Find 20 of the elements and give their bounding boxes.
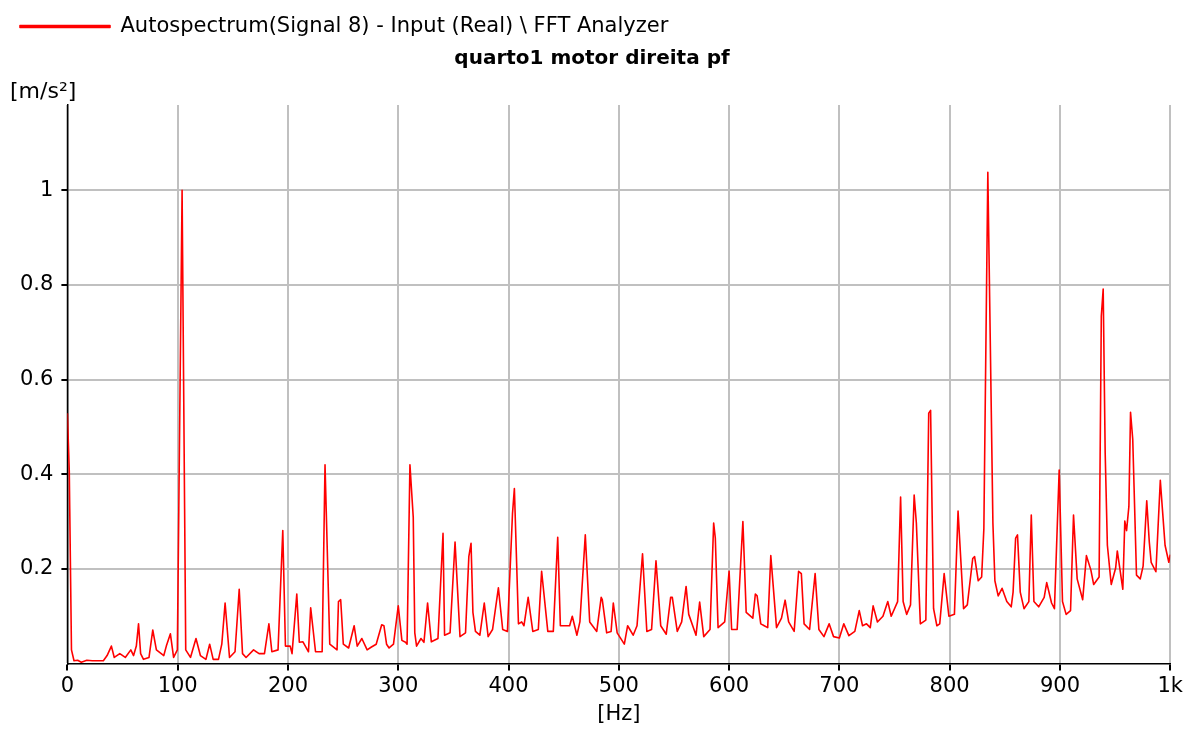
- x-tick-label: 700: [819, 672, 860, 697]
- x-tick-label: 900: [1039, 672, 1080, 697]
- legend-label: Autospectrum(Signal 8) - Input (Real) \ FFT Analyzer: [120, 12, 669, 37]
- y-tick-label: 0.4: [19, 460, 54, 485]
- x-tick-label: 200: [267, 672, 309, 697]
- x-tick-label: 300: [378, 672, 419, 697]
- y-tick-label: 0.8: [19, 271, 54, 296]
- x-tick-label: 800: [929, 672, 970, 697]
- x-tick-label: 500: [598, 672, 639, 697]
- y-tick-label: 1: [40, 176, 54, 201]
- x-tick-label: 0: [60, 672, 75, 697]
- x-tick-label: 600: [709, 672, 750, 697]
- x-tick-label: 100: [157, 672, 198, 697]
- y-axis-title: [m/s²]: [10, 77, 77, 103]
- x-tick-label: 400: [488, 672, 529, 697]
- x-tick-label: 1k: [1157, 672, 1184, 697]
- x-axis-title: [Hz]: [597, 700, 641, 725]
- chart-title: quarto1 motor direita pf: [454, 45, 730, 70]
- y-tick-label: 0.6: [19, 366, 54, 391]
- y-tick-label: 0.2: [19, 555, 54, 580]
